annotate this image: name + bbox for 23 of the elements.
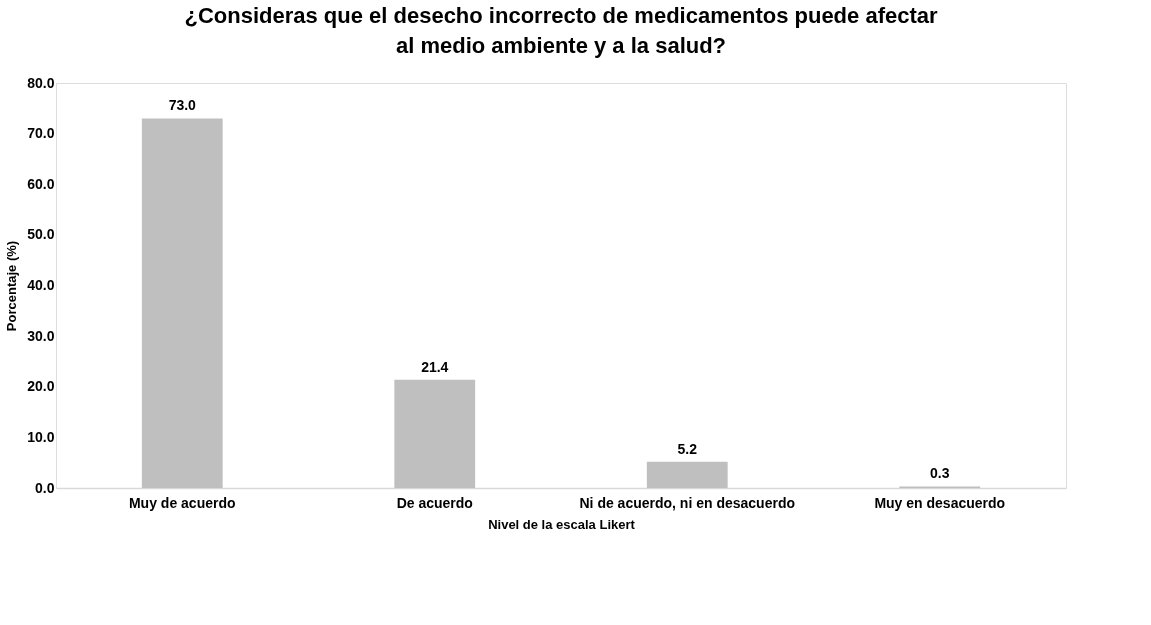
y-tick-label: 70.0 bbox=[27, 125, 55, 142]
y-tick-label: 40.0 bbox=[27, 277, 55, 293]
x-tick-label: De acuerdo bbox=[396, 494, 473, 511]
x-tick-label: Muy en desacuerdo bbox=[874, 494, 1006, 511]
data-label: 73.0 bbox=[168, 97, 197, 114]
y-tick-label: 80.0 bbox=[27, 74, 55, 91]
data-label: 21.4 bbox=[421, 358, 449, 375]
x-tick-label: Ni de acuerdo, ni en desacuerdo bbox=[579, 494, 796, 511]
x-tick-label: Muy de acuerdo bbox=[128, 494, 236, 511]
y-tick-label: 0.0 bbox=[35, 479, 55, 496]
chart-title: ¿Consideras que el desecho incorrecto de medicamentos puede afectar al medio ambiente y a la salud? bbox=[184, 3, 938, 58]
y-tick-label: 50.0 bbox=[27, 226, 55, 243]
y-tick-label: 30.0 bbox=[27, 327, 55, 344]
x-axis-title: Nivel de la escala Likert bbox=[488, 516, 636, 532]
y-tick-label: 60.0 bbox=[27, 175, 55, 192]
bar bbox=[646, 461, 728, 488]
y-axis-title: Porcentaje (%) bbox=[4, 240, 20, 332]
data-label: 0.3 bbox=[930, 465, 950, 482]
bar bbox=[141, 118, 223, 488]
data-label: 5.2 bbox=[677, 440, 698, 457]
y-tick-label: 10.0 bbox=[27, 428, 55, 445]
bar bbox=[394, 379, 476, 488]
y-tick-label: 20.0 bbox=[27, 378, 55, 395]
